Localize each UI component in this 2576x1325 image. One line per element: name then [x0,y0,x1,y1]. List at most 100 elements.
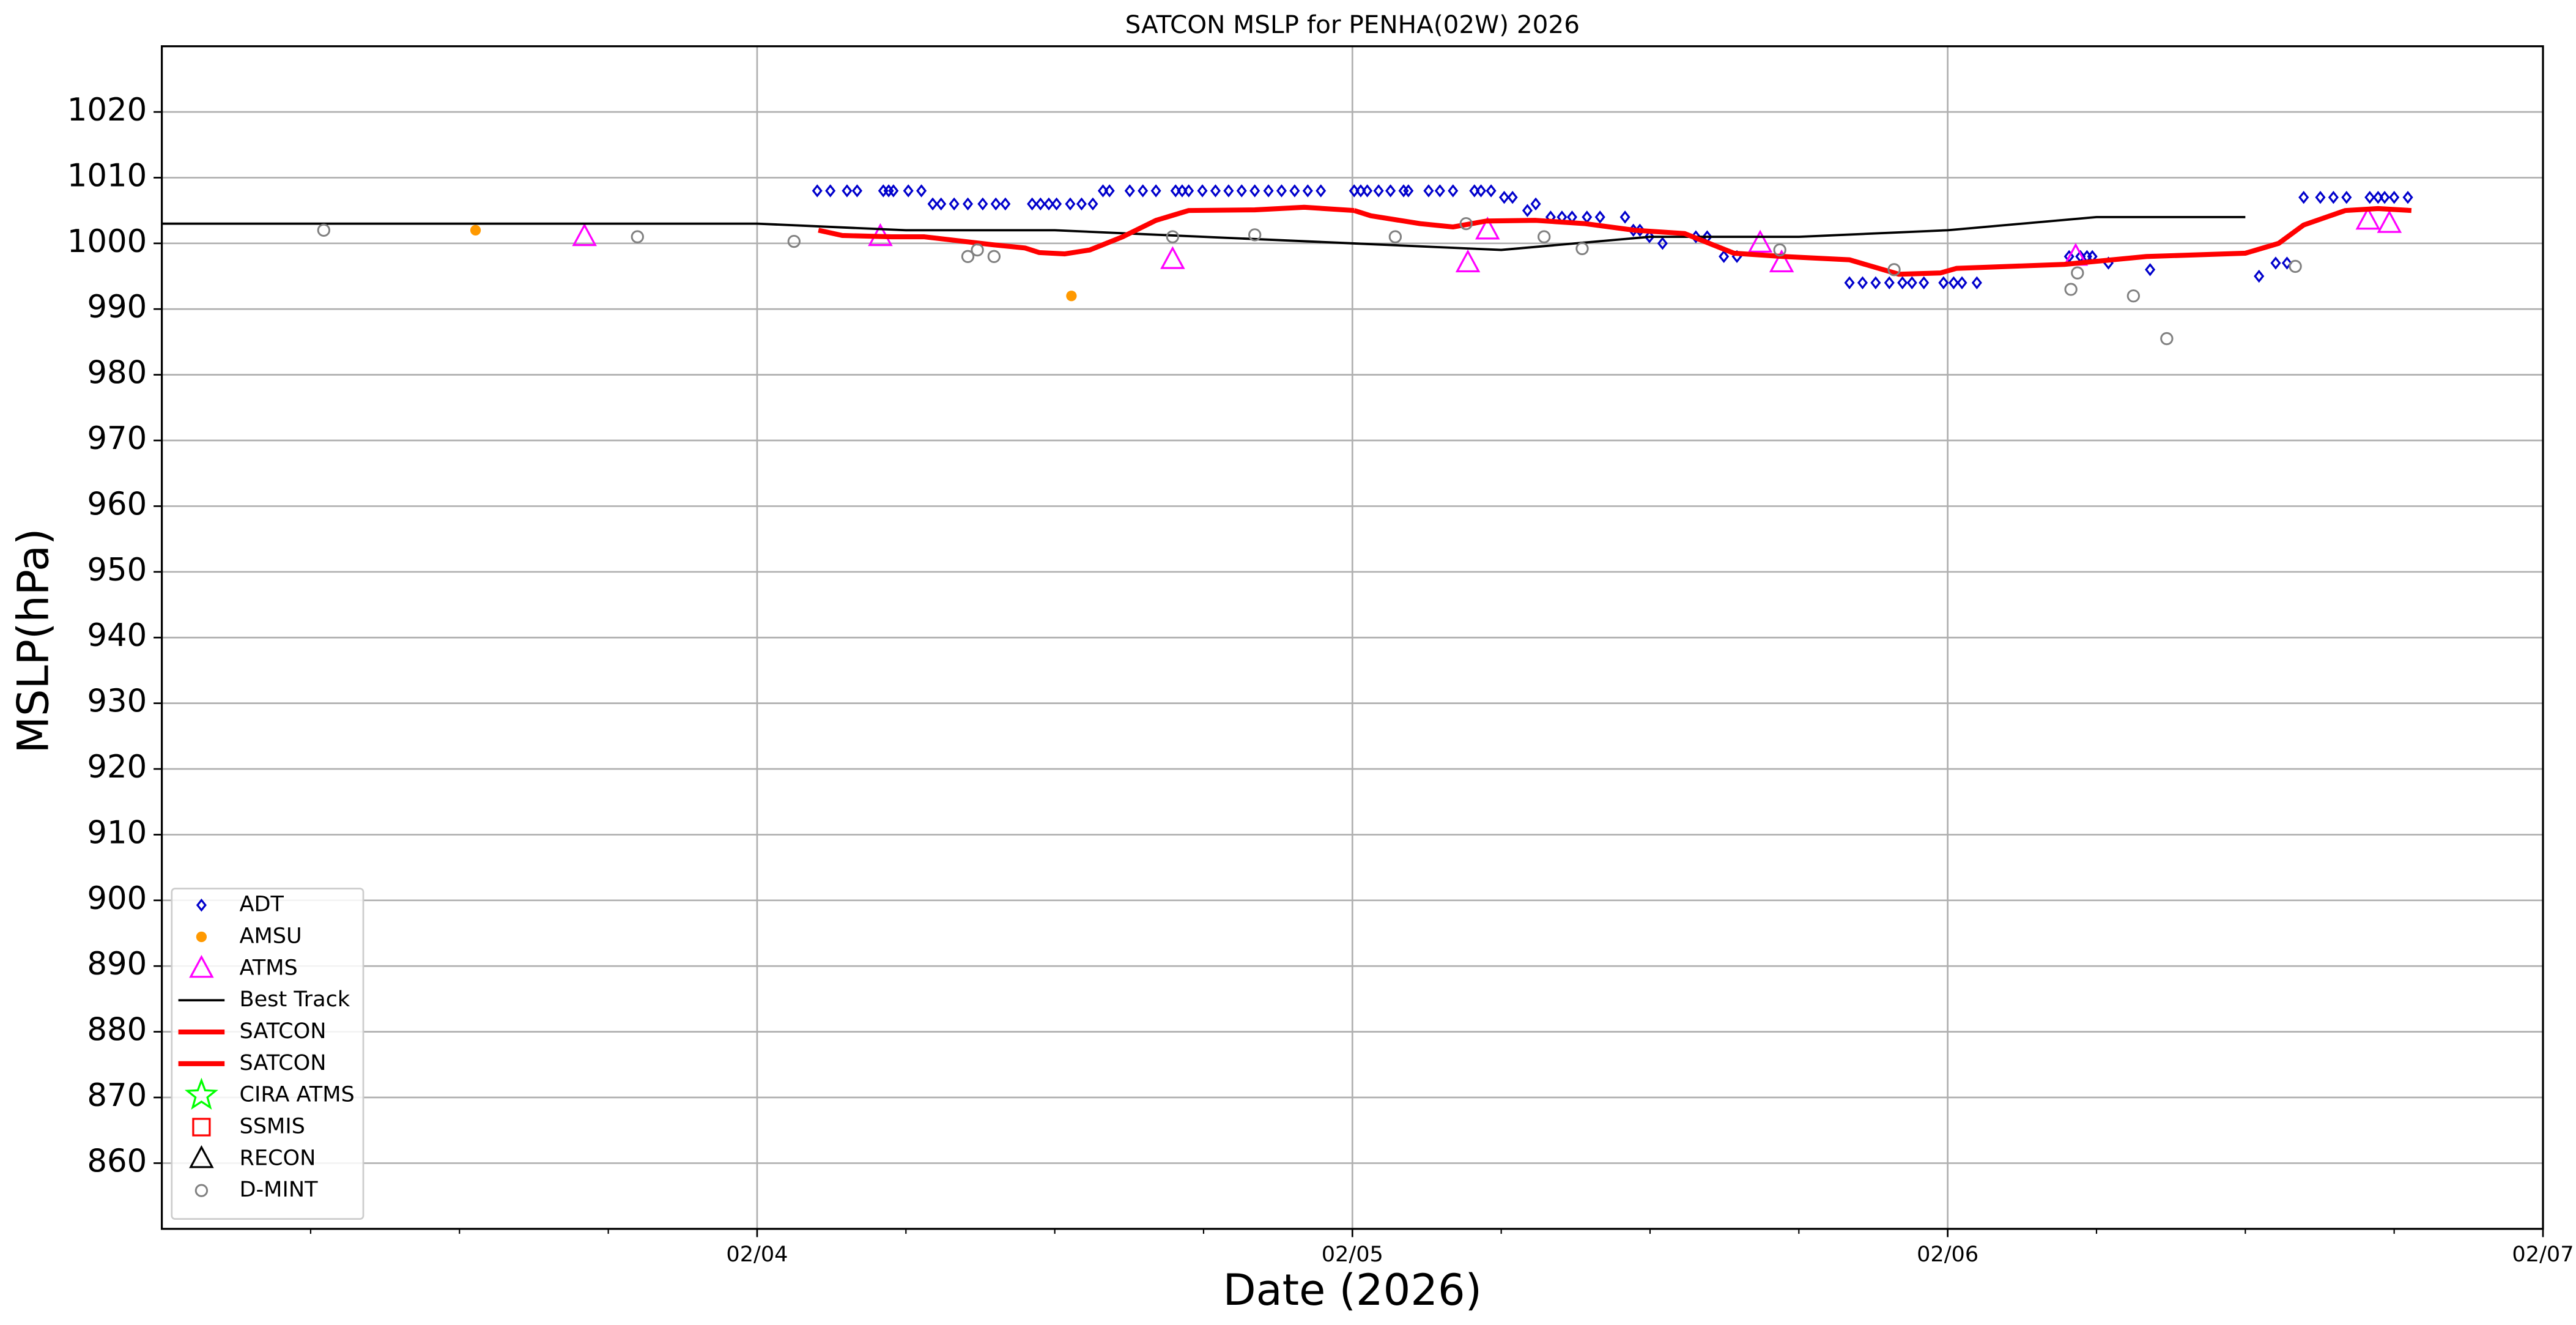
adt-point [1884,276,1895,289]
adt-point [1065,197,1076,211]
adt-point [949,197,960,211]
y-tick-label: 940 [87,617,147,654]
adt-point [1486,184,1497,198]
adt-point [962,197,974,211]
y-tick-label: 900 [87,880,147,917]
y-tick-label: 1000 [67,223,147,260]
adt-point [2315,190,2326,204]
adt-point [1475,184,1487,198]
x-tick-label: 02/06 [1917,1242,1978,1267]
legend-label: Best Track [240,987,350,1012]
adt-point [1043,197,1054,211]
triangle-point [1160,246,1185,269]
adt-point [1150,184,1161,198]
adt-point [2389,190,2400,204]
triangle-point [2377,210,2402,233]
adt-point [1104,184,1115,198]
y-tick-label: 910 [87,814,147,851]
adt-point [1657,237,1668,250]
adt-point [1434,184,1445,198]
y-tick-label: 870 [87,1077,147,1114]
legend-marker [196,931,207,943]
y-tick-label: 960 [87,486,147,522]
dmint-point [2126,289,2141,303]
adt-point [1403,184,1414,198]
dmint-point [1166,230,1180,243]
dmint-point [2064,283,2078,296]
legend-marker [184,1077,218,1110]
legend-marker [189,1145,214,1168]
adt-point [1423,184,1434,198]
adt-point [1362,184,1373,198]
adt-point [1027,197,1038,211]
adt-point [2328,190,2339,204]
y-tick-label: 930 [87,683,147,720]
adt-point [1938,276,1949,289]
legend-marker [194,1184,209,1197]
adt-point [1498,190,1510,204]
adt-point [916,184,927,198]
adt-point [1263,184,1274,198]
adt-point [2145,263,2156,277]
adt-point [903,184,914,198]
adt-point [1594,210,1605,224]
adt-point [1719,250,1730,264]
legend-marker [192,1118,211,1137]
adt-point [1844,276,1855,289]
adt-point [2364,190,2375,204]
y-tick-label: 970 [87,420,147,457]
legend-label: SATCON [240,1050,327,1075]
dmint-point [1575,242,1589,256]
dmint-point [1459,217,1473,231]
adt-point [1316,184,1327,198]
chart-title: SATCON MSLP for PENHA(02W) 2026 [1125,10,1580,39]
adt-point [2298,190,2309,204]
adt-point [1197,184,1208,198]
adt-point [1124,184,1135,198]
legend-marker [189,955,214,978]
dmint-point [2289,259,2302,273]
dmint-point [631,230,644,243]
adt-point [1448,184,1459,198]
adt-point [1619,210,1630,224]
legend-marker [196,898,207,912]
amsu-point [1066,291,1077,302]
triangle-point [1747,229,1773,253]
dmint-point [1538,230,1551,243]
triangle-point [1475,217,1500,240]
adt-point [2270,256,2281,270]
triangle-point [1769,249,1794,273]
adt-point [1971,276,1982,289]
dmint-point [1773,243,1786,257]
adt-point [851,184,863,198]
series-line [161,215,2246,251]
legend-label: D-MINT [240,1177,319,1202]
adt-point [1644,230,1655,243]
y-tick-label: 880 [87,1012,147,1048]
adt-point [888,184,899,198]
legend-label: ATMS [240,955,298,980]
adt-point [990,197,1001,211]
adt-point [825,184,836,198]
adt-point [1236,184,1247,198]
y-tick-label: 860 [87,1143,147,1179]
plot-area [161,184,2413,346]
adt-point [2402,190,2413,204]
adt-point [1051,197,1062,211]
x-tick-label: 02/07 [2512,1242,2574,1267]
series-line [818,204,1355,257]
legend-label: AMSU [240,923,302,948]
y-tick-label: 980 [87,355,147,392]
adt-point [2281,256,2293,270]
adt-point [1870,276,1881,289]
dmint-point [787,234,801,248]
adt-point [842,184,853,198]
dmint-point [971,243,984,257]
adt-point [1385,184,1396,198]
legend-label: ADT [240,892,284,917]
legend-label: SATCON [240,1019,327,1044]
adt-point [1530,197,1541,211]
adt-point [1289,184,1300,198]
triangle-point [572,223,597,247]
